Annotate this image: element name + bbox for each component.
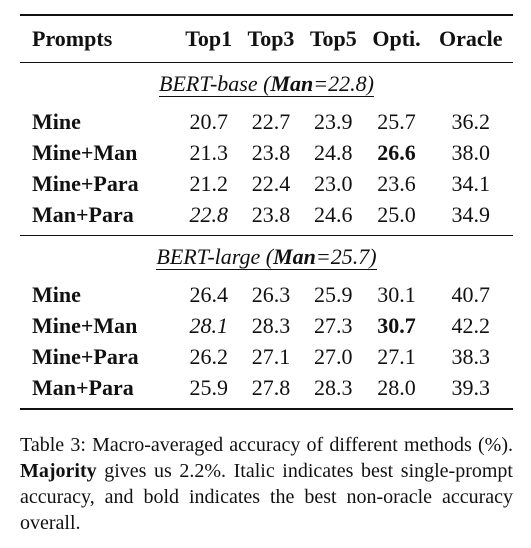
section-header-row: BERT-base (Man=22.8): [20, 62, 513, 104]
section-model-name: BERT-base: [159, 71, 258, 96]
value-cell: 27.1: [377, 344, 416, 369]
section-header-cell: BERT-large (Man=25.7): [20, 236, 513, 277]
value-cell: 26.2: [189, 344, 228, 369]
value-cell: 23.6: [377, 171, 416, 196]
table-header-row: Prompts Top1 Top3 Top5 Opti. Oracle: [20, 15, 513, 63]
value-cell: 22.4: [251, 171, 291, 196]
prompt-name-cell: Mine: [32, 109, 81, 134]
value-cell: 40.7: [451, 282, 491, 307]
table-row: Mine+Man 21.3 23.8 24.8 26.6 38.0: [20, 138, 513, 169]
header-opti: Opti.: [372, 26, 421, 51]
section-man-label: Man: [273, 244, 316, 269]
value-cell: 27.0: [314, 344, 353, 369]
value-cell: 26.3: [251, 282, 291, 307]
results-table: Prompts Top1 Top3 Top5 Opti. Oracle BERT…: [20, 14, 513, 410]
value-cell: 21.3: [189, 140, 228, 165]
value-cell: 28.3: [314, 375, 353, 400]
results-table-container: Prompts Top1 Top3 Top5 Opti. Oracle BERT…: [20, 14, 513, 410]
value-cell: 38.0: [451, 140, 491, 165]
section-header-cell: BERT-base (Man=22.8): [20, 63, 513, 104]
value-cell: 22.7: [251, 109, 291, 134]
section-label: BERT-base (Man=22.8): [159, 71, 374, 97]
value-cell: 24.6: [314, 202, 353, 227]
table-row: Mine+Para 21.2 22.4 23.0 23.6 34.1: [20, 169, 513, 200]
prompt-name-cell: Mine+Para: [32, 344, 139, 369]
value-cell: 27.1: [251, 344, 291, 369]
table-row: Man+Para 22.8 23.8 24.6 25.0 34.9: [20, 200, 513, 236]
prompt-name-cell: Mine: [32, 282, 81, 307]
value-cell: 20.7: [189, 109, 228, 134]
table-row: Mine 26.4 26.3 25.9 30.1 40.7: [20, 276, 513, 311]
value-cell: 38.3: [451, 344, 491, 369]
value-cell: 27.8: [251, 375, 291, 400]
value-cell: 25.9: [189, 375, 228, 400]
prompt-name-cell: Mine+Para: [32, 171, 139, 196]
value-cell: 30.7: [377, 313, 416, 338]
value-cell: 39.3: [451, 375, 491, 400]
header-top5: Top5: [309, 26, 357, 51]
caption-prefix: Table 3: Macro-averaged accuracy of diff…: [20, 434, 513, 456]
table-row: Mine 20.7 22.7 23.9 25.7 36.2: [20, 103, 513, 138]
caption-suffix: gives us 2.2%. Italic indicates best sin…: [20, 460, 513, 534]
section-man-label: Man: [270, 71, 314, 96]
table-row: Mine+Para 26.2 27.1 27.0 27.1 38.3: [20, 342, 513, 373]
value-cell: 34.9: [451, 202, 491, 227]
value-cell: 42.2: [451, 313, 491, 338]
value-cell: 25.9: [314, 282, 353, 307]
value-cell: 23.9: [314, 109, 353, 134]
value-cell: 28.1: [189, 313, 228, 338]
value-cell: 26.6: [377, 140, 416, 165]
table-body: BERT-base (Man=22.8) Mine 20.7 22.7 23.9 25.7…: [20, 62, 513, 409]
value-cell: 27.3: [314, 313, 353, 338]
value-cell: 25.0: [377, 202, 416, 227]
header-top1: Top1: [185, 26, 233, 51]
value-cell: 28.3: [251, 313, 291, 338]
prompt-name-cell: Man+Para: [32, 375, 134, 400]
table-row: Man+Para 25.9 27.8 28.3 28.0 39.3: [20, 373, 513, 409]
value-cell: 24.8: [314, 140, 353, 165]
value-cell: 25.7: [377, 109, 416, 134]
table-caption: Table 3: Macro-averaged accuracy of diff…: [20, 432, 513, 536]
header-oracle: Oracle: [439, 26, 503, 51]
value-cell: 22.8: [189, 202, 228, 227]
section-header-row: BERT-large (Man=25.7): [20, 235, 513, 277]
value-cell: 30.1: [377, 282, 416, 307]
value-cell: 28.0: [377, 375, 416, 400]
caption-bold-term: Majority: [20, 460, 97, 482]
section-model-name: BERT-large: [156, 244, 261, 269]
value-cell: 36.2: [451, 109, 491, 134]
value-cell: 26.4: [189, 282, 228, 307]
section-label: BERT-large (Man=25.7): [156, 244, 377, 270]
table-row: Mine+Man 28.1 28.3 27.3 30.7 42.2: [20, 311, 513, 342]
value-cell: 21.2: [189, 171, 228, 196]
value-cell: 23.0: [314, 171, 353, 196]
value-cell: 34.1: [451, 171, 491, 196]
prompt-name-cell: Man+Para: [32, 202, 134, 227]
value-cell: 23.8: [251, 202, 291, 227]
section-man-value: =25.7: [315, 244, 370, 269]
prompt-name-cell: Mine+Man: [32, 313, 138, 338]
section-man-value: =22.8: [313, 71, 367, 96]
prompt-name-cell: Mine+Man: [32, 140, 138, 165]
header-top3: Top3: [247, 26, 295, 51]
value-cell: 23.8: [251, 140, 291, 165]
header-prompts: Prompts: [32, 26, 113, 51]
